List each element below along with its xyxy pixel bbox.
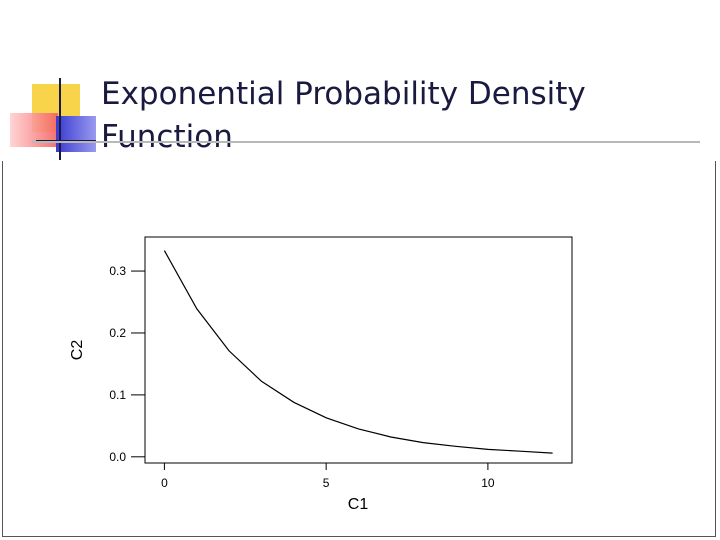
x-axis-label: C1 bbox=[348, 496, 369, 513]
x-tick-label: 5 bbox=[323, 476, 330, 490]
chart-frame bbox=[2, 161, 716, 537]
density-curve bbox=[163, 250, 553, 454]
y-tick-label: 0.3 bbox=[109, 264, 126, 278]
title-divider bbox=[32, 141, 700, 143]
x-tick-label: 0 bbox=[161, 476, 168, 490]
slide-title: Exponential Probability Density Function bbox=[101, 73, 586, 159]
plot-area-border bbox=[144, 236, 573, 464]
deco-blue-square bbox=[56, 116, 96, 152]
y-tick-label: 0.2 bbox=[109, 326, 126, 340]
y-tick-label: 0.1 bbox=[109, 388, 126, 402]
deco-vertical-line bbox=[59, 78, 61, 160]
slide-title-line-1: Exponential Probability Density bbox=[101, 75, 586, 112]
y-axis-label: C2 bbox=[69, 340, 86, 361]
slide-title-line-2: Function bbox=[101, 118, 233, 155]
x-tick-label: 10 bbox=[481, 476, 495, 490]
y-tick-label: 0.0 bbox=[109, 450, 126, 464]
